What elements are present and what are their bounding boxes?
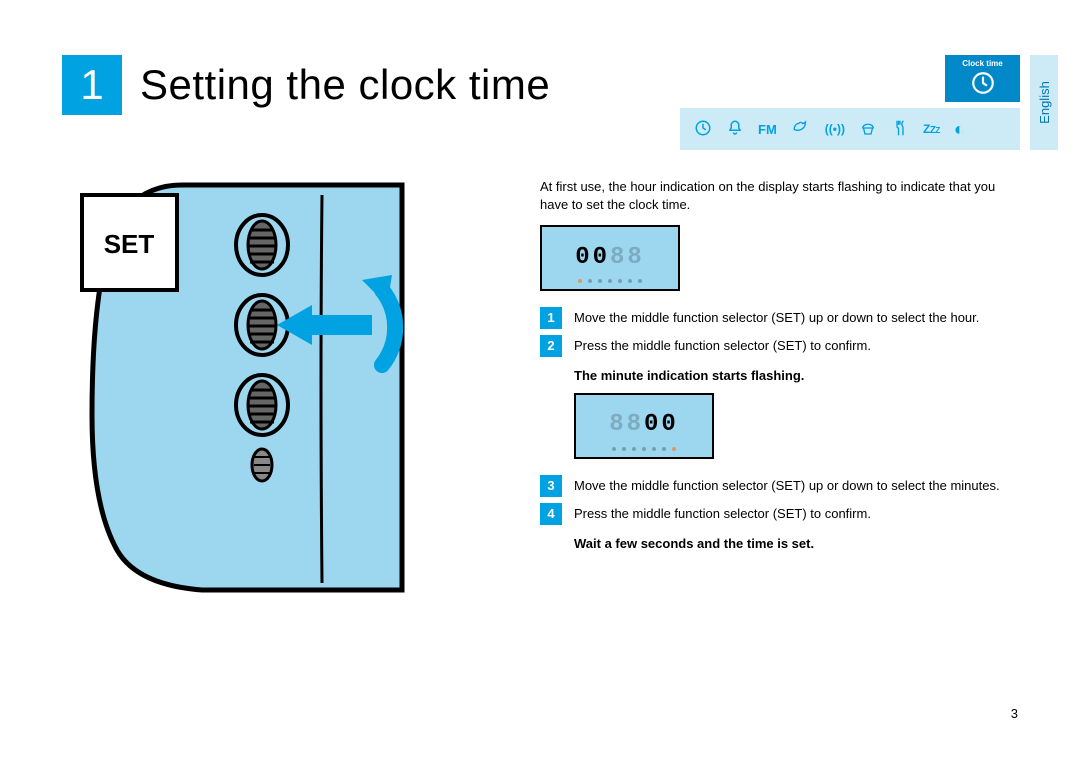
bird-icon [791,119,811,140]
note-text: The minute indication starts flashing. [574,367,1000,385]
intro-text: At first use, the hour indication on the… [540,178,1000,213]
step-number: 3 [540,475,562,497]
display-preview-minutes: 8800 [574,393,714,459]
step-number: 1 [540,307,562,329]
zzz-label: ZZZ [923,122,940,136]
cutlery-icon [891,119,909,140]
language-tab: English [1030,55,1058,150]
page-number: 3 [1011,706,1018,721]
section-tab-label: Clock time [945,55,1020,70]
language-label: English [1037,81,1052,124]
header: 1 Setting the clock time [62,55,550,115]
step-number: 4 [540,503,562,525]
step-item: 1 Move the middle function selector (SET… [540,307,1000,329]
icon-strip: FM ((•)) ZZZ ◐ [680,108,1020,150]
note-text: Wait a few seconds and the time is set. [574,535,1000,553]
step-text: Move the middle function selector (SET) … [574,475,1000,495]
step-number-badge: 1 [62,55,122,115]
step-text: Move the middle function selector (SET) … [574,307,1000,327]
step-number: 2 [540,335,562,357]
clock-icon [945,70,1020,102]
device-illustration: SET [62,175,482,595]
step-text: Press the middle function selector (SET)… [574,503,1000,523]
radio-waves-icon: ((•)) [825,123,845,135]
step-item: 3 Move the middle function selector (SET… [540,475,1000,497]
bell-icon [726,119,744,140]
step-item: 4 Press the middle function selector (SE… [540,503,1000,525]
clock-icon [694,119,712,140]
step-item: 2 Press the middle function selector (SE… [540,335,1000,357]
contrast-icon: ◐ [954,120,965,138]
page-title: Setting the clock time [140,61,550,109]
set-button-label: SET [104,229,155,259]
display-preview-hours: 0088 [540,225,680,291]
step-text: Press the middle function selector (SET)… [574,335,1000,355]
section-tab: Clock time [945,55,1020,102]
cupcake-icon [859,119,877,140]
instructions: At first use, the hour indication on the… [540,178,1000,558]
fm-label: FM [758,122,777,137]
